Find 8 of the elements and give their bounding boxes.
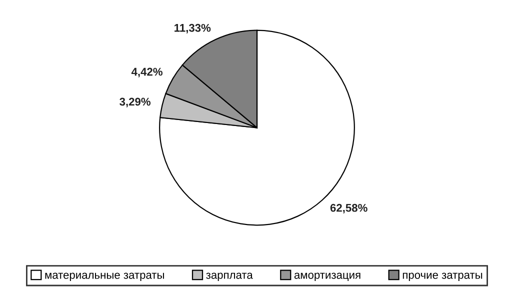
data-label: 62,58% [330, 204, 368, 214]
legend-label: амортизация [294, 272, 360, 282]
legend-label: материальные затраты [45, 272, 164, 282]
legend-label: зарплата [206, 272, 253, 282]
data-label: 11,33% [174, 24, 211, 34]
legend-label: прочие затраты [402, 272, 482, 282]
data-label: 4,42% [131, 68, 162, 78]
data-label: 3,29% [120, 98, 151, 108]
